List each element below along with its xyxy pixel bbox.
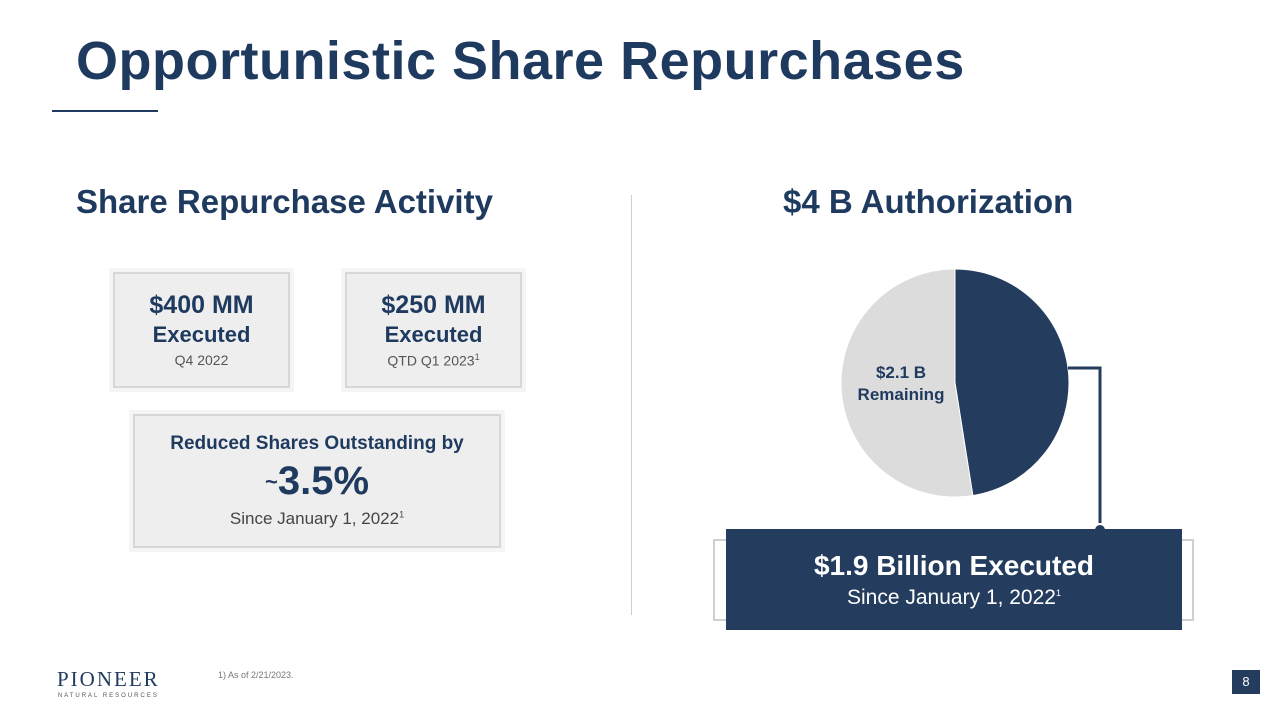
left-section-heading: Share Repurchase Activity [76, 183, 493, 220]
footnote-mark: 1 [474, 352, 480, 362]
card-amount: $250 MM [381, 291, 486, 319]
executed-callout: $1.9 Billion Executed Since January 1, 2… [726, 529, 1182, 630]
executed-since: Since January 1, 20221 [847, 586, 1061, 609]
pie-slice-executed [954, 268, 1070, 497]
pie-slice-remaining [840, 268, 974, 498]
footnote: 1) As of 2/21/2023. [218, 670, 294, 680]
footnote-mark: 1 [399, 509, 405, 520]
approx-mark: ~ [264, 469, 278, 494]
shares-reduced-card: Reduced Shares Outstanding by ~3.5% Sinc… [133, 414, 501, 548]
reduction-since: Since January 1, 20221 [229, 509, 405, 528]
authorization-pie-chart [840, 268, 1070, 498]
qtd-executed-card: $250 MM Executed QTD Q1 20231 [345, 272, 522, 388]
remaining-value: $2.1 B [875, 363, 927, 382]
vertical-divider [631, 195, 632, 615]
footnote-mark: 1 [1055, 588, 1061, 598]
page-number: 8 [1232, 670, 1260, 694]
executed-connector-line [1068, 366, 1107, 537]
card-period: Q4 2022 [174, 352, 229, 368]
page-title: Opportunistic Share Repurchases [76, 31, 965, 91]
executed-title: $1.9 Billion Executed [813, 550, 1095, 581]
remaining-slice-label: $2.1 B Remaining [836, 362, 966, 406]
card-label: Executed [384, 322, 483, 347]
title-underline [52, 110, 158, 112]
card-period: QTD Q1 20231 [387, 352, 480, 369]
company-logo: PIONEER NATURAL RESOURCES [57, 667, 160, 699]
reduction-value: ~3.5% [264, 459, 370, 503]
card-amount: $400 MM [149, 291, 254, 319]
remaining-word: Remaining [857, 385, 945, 404]
right-section-heading: $4 B Authorization [783, 183, 1074, 220]
card-label: Executed [152, 322, 251, 347]
reduction-heading: Reduced Shares Outstanding by [170, 433, 464, 454]
q4-executed-card: $400 MM Executed Q4 2022 [113, 272, 290, 388]
